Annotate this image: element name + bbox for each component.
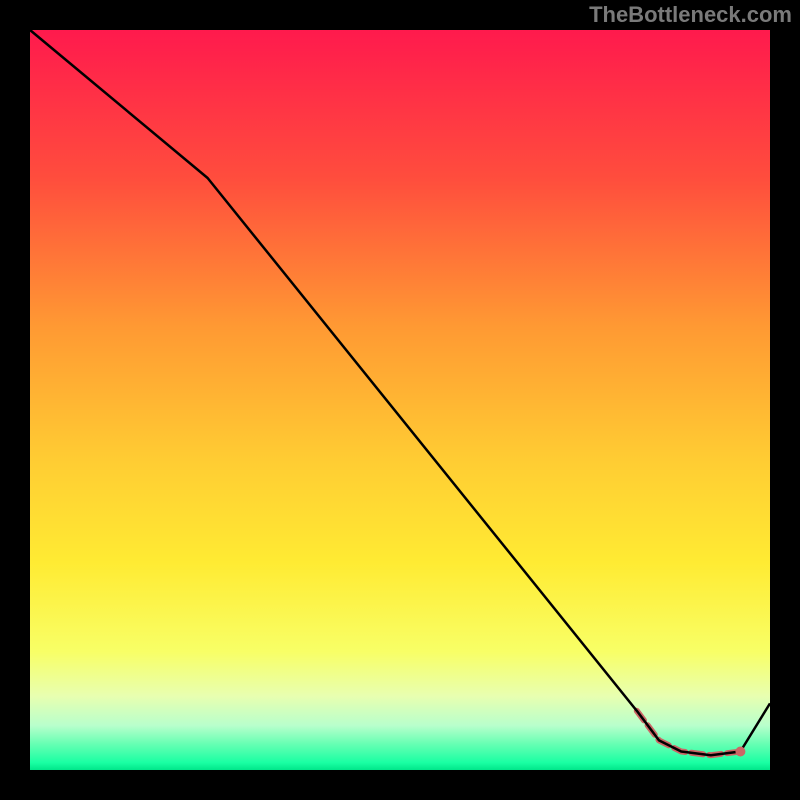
attribution-label: TheBottleneck.com bbox=[589, 2, 792, 28]
bottleneck-chart bbox=[0, 0, 800, 800]
chart-container: TheBottleneck.com bbox=[0, 0, 800, 800]
plot-gradient-background bbox=[30, 30, 770, 770]
trough-marker bbox=[735, 747, 745, 757]
